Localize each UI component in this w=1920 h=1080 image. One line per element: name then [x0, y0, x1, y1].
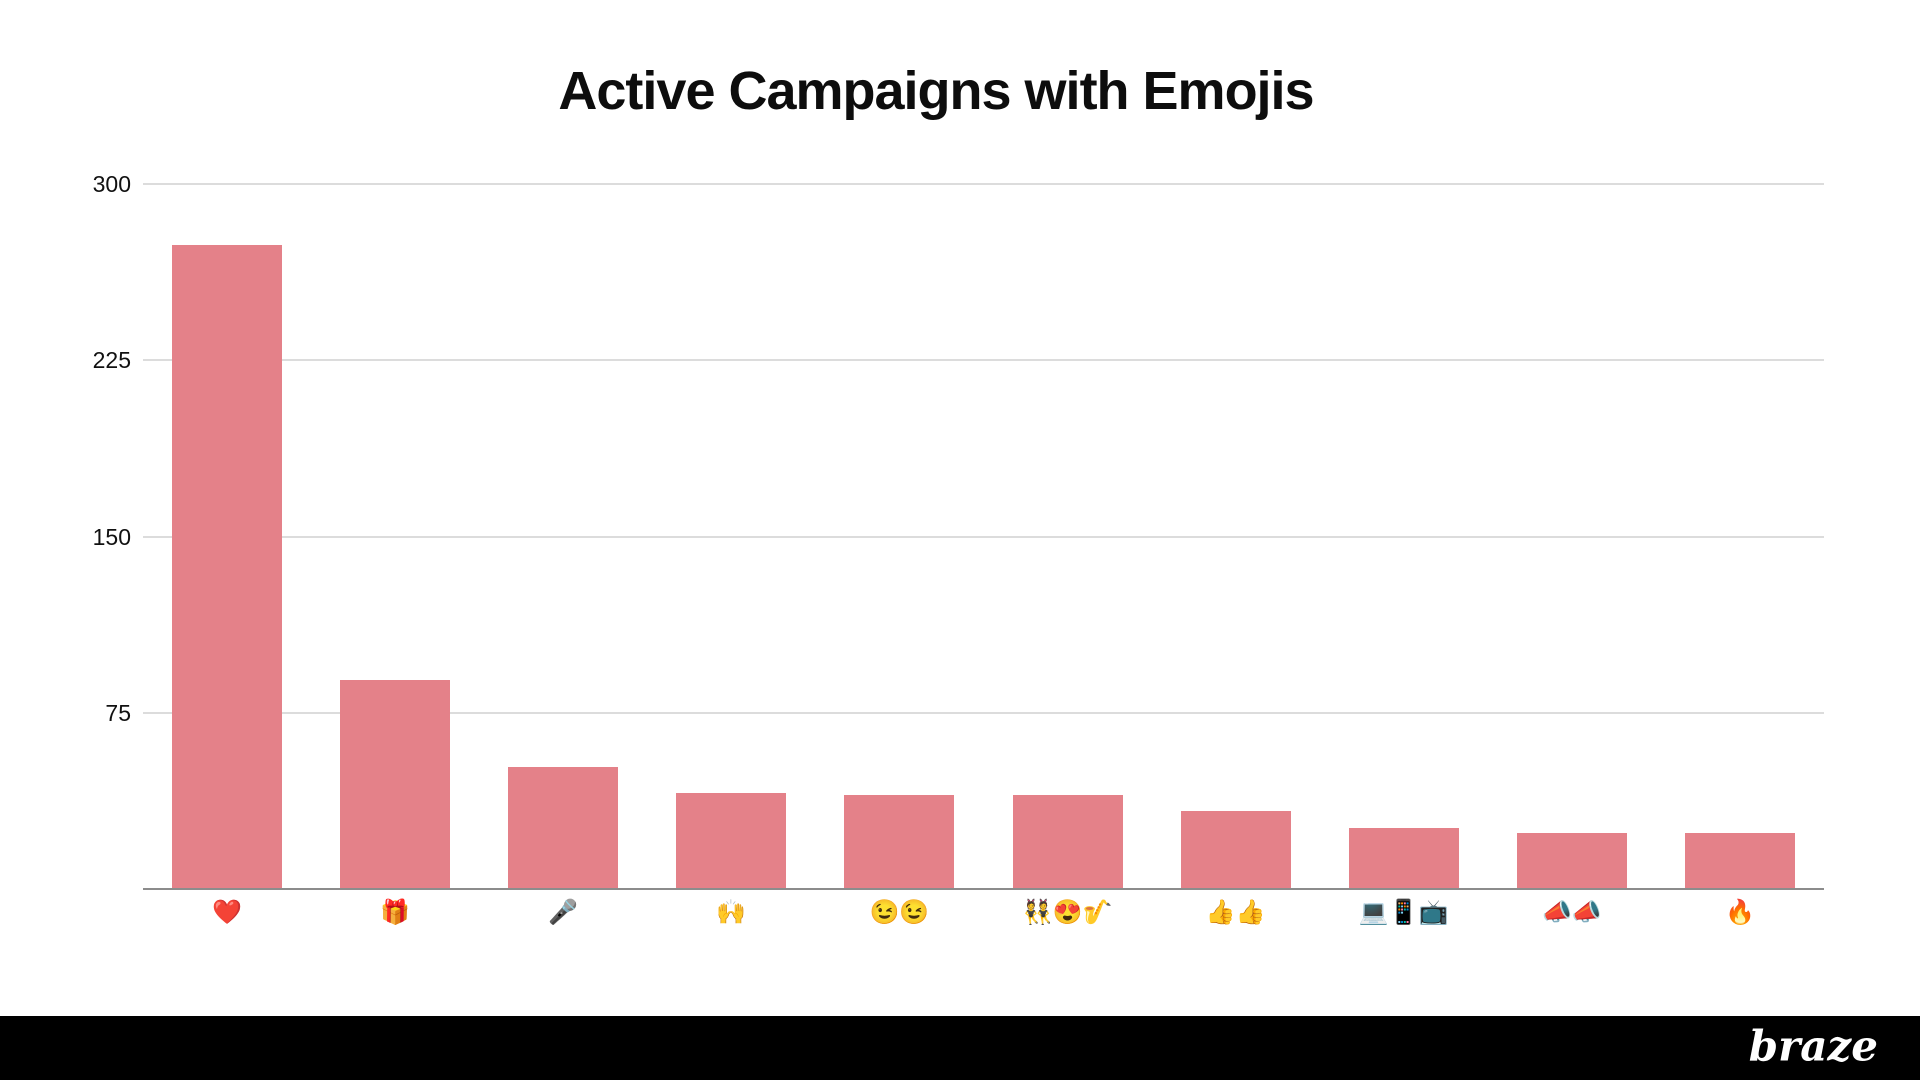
braze-logo: braze [1748, 1021, 1878, 1071]
x-axis-line [143, 888, 1824, 890]
footer-bar: braze [0, 1016, 1920, 1080]
bar-8 [1348, 827, 1459, 889]
x-axis-emoji-label-6: 👯😍🎷 [1022, 899, 1113, 926]
bar-5 [844, 795, 955, 889]
gridline-225 [143, 359, 1824, 362]
bar-chart-plot-area [143, 183, 1824, 889]
bar-9 [1516, 832, 1627, 889]
x-axis-emoji-label-8: 💻📱📺 [1358, 899, 1449, 926]
chart-title: Active Campaigns with Emojis [558, 61, 1314, 121]
x-axis-emoji-label-9: 📣📣 [1541, 899, 1602, 926]
y-tick-label-300: 300 [92, 171, 131, 197]
gridline-75 [143, 711, 1824, 714]
gridline-300 [143, 183, 1824, 185]
y-tick-label-75: 75 [105, 699, 131, 726]
x-axis-emoji-label-5: 😉😉 [869, 899, 930, 926]
bar-6 [1012, 795, 1123, 889]
x-axis-emoji-label-4: 🙌 [716, 899, 747, 926]
y-tick-label-150: 150 [92, 523, 131, 550]
bar-2 [340, 679, 451, 889]
x-axis-emoji-label-2: 🎁 [380, 899, 411, 926]
x-axis-emoji-label-1: ❤️ [212, 899, 242, 926]
bar-1 [172, 245, 283, 889]
x-axis-emoji-label-3: 🎤 [548, 899, 579, 926]
y-tick-label-225: 225 [92, 347, 131, 374]
bar-3 [508, 766, 619, 889]
x-axis-emoji-label-10: 🔥 [1724, 899, 1755, 926]
bar-7 [1180, 811, 1291, 889]
x-axis-emoji-label-7: 👍👍 [1205, 899, 1266, 926]
gridline-150 [143, 535, 1824, 538]
bar-10 [1684, 832, 1795, 889]
bar-4 [676, 792, 787, 889]
